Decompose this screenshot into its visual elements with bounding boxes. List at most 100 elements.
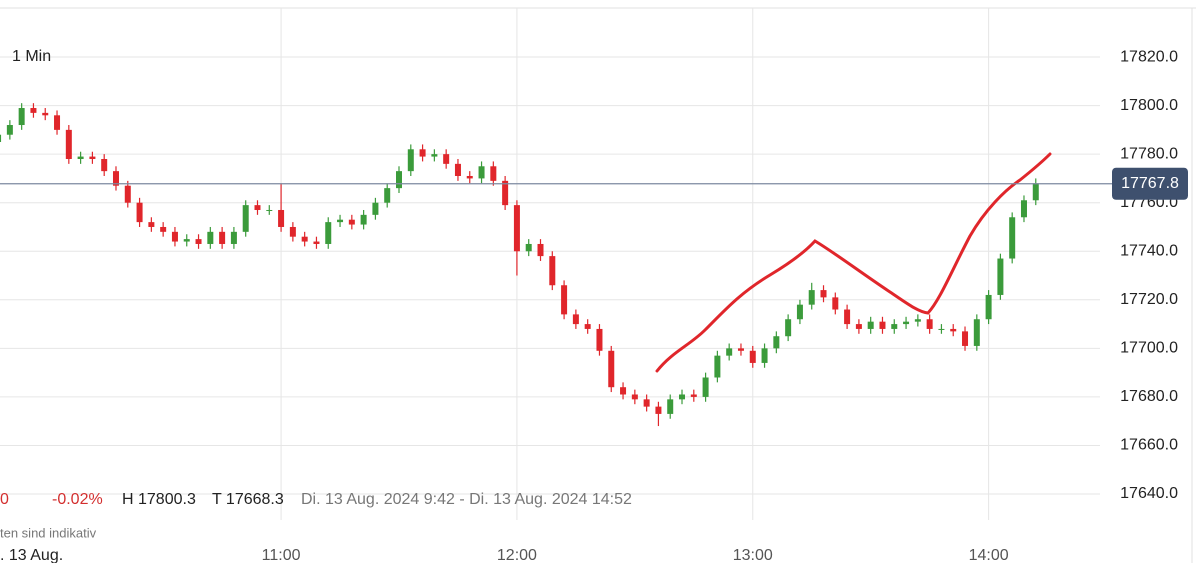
candle-body: [525, 243, 532, 252]
candle-body: [466, 175, 473, 179]
x-tick-label: 12:00: [497, 547, 537, 563]
candle-body: [749, 350, 756, 363]
candle-body: [54, 115, 61, 130]
current-price-box: [1112, 167, 1188, 200]
candle-body: [726, 348, 733, 356]
candle-body: [785, 319, 792, 337]
candle-body: [313, 241, 320, 244]
current-price-label: 17767.8: [1121, 175, 1179, 192]
candle-body: [101, 159, 108, 172]
candles: [0, 103, 1039, 427]
candle-body: [219, 231, 226, 244]
candle-body: [65, 129, 72, 160]
x-tick-label: 11:00: [262, 547, 301, 563]
high-label: H 17800.3: [122, 491, 196, 508]
y-tick-label: 17800.0: [1120, 97, 1178, 114]
candle-body: [242, 205, 249, 232]
timeframe: 1 Min: [12, 48, 51, 65]
candle-body: [325, 222, 332, 244]
candle-body: [938, 328, 945, 330]
candle-body: [679, 394, 686, 400]
candle-body: [18, 108, 25, 126]
x-tick-label: 13:00: [733, 547, 773, 563]
candle-body: [136, 202, 143, 223]
candle-body: [620, 387, 627, 395]
candle-body: [278, 209, 285, 227]
y-tick-label: 17720.0: [1120, 291, 1178, 308]
date-label: . 13 Aug.: [0, 547, 63, 563]
candle-body: [6, 125, 13, 135]
candle-body: [997, 258, 1004, 295]
candle-body: [631, 394, 638, 400]
candle-body: [89, 156, 96, 160]
candle-body: [396, 171, 402, 189]
candle-body: [690, 394, 697, 397]
candle-body: [950, 328, 957, 332]
y-tick-label: 17820.0: [1120, 48, 1178, 65]
x-tick-label: 14:00: [969, 547, 1009, 563]
overlay: 17767.8: [0, 167, 1188, 200]
candle-body: [867, 321, 874, 329]
candle-body: [360, 214, 367, 225]
candle-body: [42, 112, 49, 116]
candle-body: [407, 149, 414, 172]
candle-body: [832, 297, 839, 310]
y-tick-label: 17660.0: [1120, 437, 1178, 454]
candle-body: [572, 314, 579, 325]
candle-body: [655, 406, 662, 414]
candle-body: [973, 319, 980, 346]
candle-body: [289, 226, 296, 237]
candle-body: [879, 321, 886, 329]
candle-body: [855, 324, 862, 329]
candle-body: [502, 180, 509, 206]
candle-body: [820, 290, 827, 298]
candle-body: [77, 156, 84, 160]
candle-body: [419, 149, 426, 157]
candle-body: [903, 321, 910, 325]
candle-body: [926, 319, 933, 329]
low-label: T 17668.3: [212, 491, 284, 508]
grid: 17640.0 17660.0 17680.0 17700.0 17720.0 17740…: [0, 8, 1178, 563]
candle-body: [737, 348, 744, 351]
candle-body: [643, 399, 650, 407]
candle-body: [372, 202, 379, 215]
candle-body: [207, 231, 214, 244]
candle-body: [796, 304, 803, 320]
candle-body: [348, 219, 355, 225]
candle-body: [584, 324, 591, 329]
y-tick-label: 17740.0: [1120, 242, 1178, 259]
candle-body: [337, 219, 344, 223]
candle-body: [667, 399, 674, 414]
candle-body: [1020, 200, 1027, 218]
change-percent: -0.02%: [52, 491, 103, 508]
candle-body: [513, 205, 520, 252]
candle-body: [1032, 183, 1039, 201]
candle-body: [761, 348, 768, 363]
candle-body: [490, 166, 497, 181]
candle-body: [0, 134, 2, 143]
candle-body: [808, 290, 815, 305]
candle-body: [714, 355, 721, 378]
candle-body: [254, 205, 261, 210]
candle-body: [230, 231, 237, 244]
y-tick-label: 17680.0: [1120, 388, 1178, 405]
annotation-curve: [655, 152, 1052, 373]
candle-body: [596, 328, 603, 351]
candle-body: [985, 294, 992, 320]
candle-body: [148, 222, 155, 227]
candle-body: [195, 239, 202, 244]
candle-body: [891, 324, 898, 329]
candle-body: [124, 185, 131, 203]
footnote: ten sind indikativ: [0, 525, 97, 540]
candle-body: [30, 108, 37, 113]
y-tick-label: 17780.0: [1120, 145, 1178, 162]
y-tick-label: 17640.0: [1120, 485, 1178, 502]
range: Di. 13 Aug. 2024 9:42 - Di. 13 Aug. 2024…: [301, 491, 632, 508]
candle-body: [431, 154, 438, 157]
candle-body: [914, 319, 921, 322]
change: 0: [0, 491, 9, 508]
candle-body: [844, 309, 851, 325]
candle-body: [549, 256, 556, 286]
candle-body: [478, 166, 485, 179]
